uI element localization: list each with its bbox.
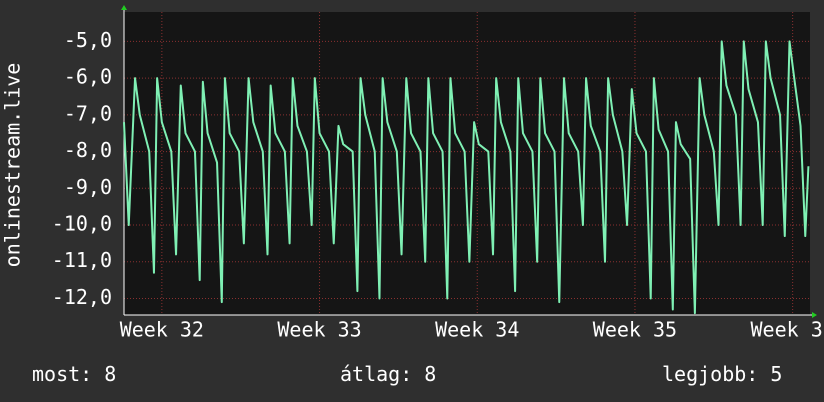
x-tick-label: Week 34 <box>435 318 519 342</box>
plot-area <box>124 12 810 315</box>
y-axis-label: onlinestream.live <box>1 63 25 268</box>
stat-label: átlag: <box>340 362 412 386</box>
y-tick-label: -12,0 <box>52 285 112 309</box>
stat: most: 8 <box>32 362 116 386</box>
y-tick-label: -5,0 <box>64 28 112 52</box>
x-tick-label: Week 33 <box>277 318 361 342</box>
axis-arrow <box>812 312 817 318</box>
y-tick-label: -6,0 <box>64 65 112 89</box>
axis-arrow <box>121 5 127 10</box>
stat-value: 8 <box>104 362 116 386</box>
stat: legjobb: 5 <box>662 362 782 386</box>
y-tick-label: -11,0 <box>52 248 112 272</box>
x-tick-label: Week 36 <box>751 318 824 342</box>
stat-value: 8 <box>424 362 436 386</box>
stat-label: most: <box>32 362 92 386</box>
stat-value: 5 <box>770 362 782 386</box>
y-tick-label: -8,0 <box>64 138 112 162</box>
stat: átlag: 8 <box>340 362 436 386</box>
y-tick-label: -9,0 <box>64 175 112 199</box>
data-line <box>123 40 810 315</box>
stat-label: legjobb: <box>662 362 758 386</box>
x-tick-label: Week 32 <box>120 318 204 342</box>
x-tick-label: Week 35 <box>593 318 677 342</box>
y-tick-label: -7,0 <box>64 101 112 125</box>
y-tick-label: -10,0 <box>52 212 112 236</box>
